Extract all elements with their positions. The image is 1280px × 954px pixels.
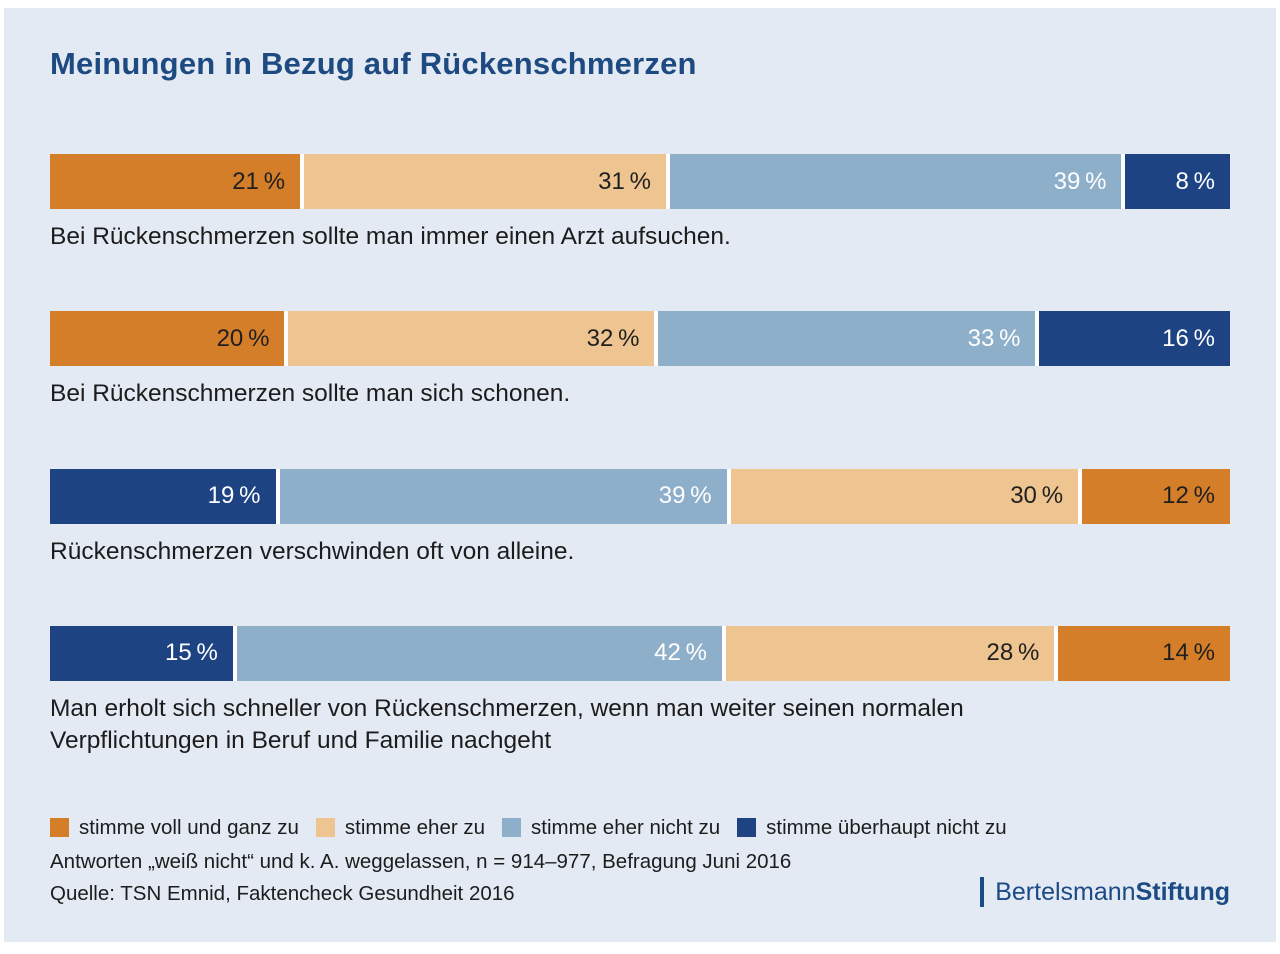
segment-value-label: 39 % (658, 482, 712, 510)
segment-value-label: 31 % (598, 167, 651, 195)
stacked-bar: 20 % 32 % 33 % 16 % (50, 311, 1230, 367)
bar-segment: 31 % (304, 154, 666, 209)
bar-statement: Bei Rückenschmerzen sollte man immer ein… (50, 223, 731, 250)
bar-segment: 39 % (669, 154, 1122, 209)
bar-statement: Man erholt sich schneller von Rückenschm… (50, 694, 964, 755)
bar-segment: 21 % (50, 154, 301, 209)
chart-row: 15 % 42 % 28 % 14 % Man erholt sich schnelle… (50, 625, 1230, 758)
bar-statement: Rückenschmerzen verschwinden oft von all… (50, 537, 575, 565)
bar-segment: 19 % (50, 468, 276, 524)
logo-text-bold: Stiftung (1135, 877, 1230, 906)
source-note: Quelle: TSN Emnid, Faktencheck Gesundhei… (50, 881, 515, 905)
footnote: Antworten „weiß nicht“ und k. A. weggela… (50, 849, 792, 873)
bar-segment: 33 % (658, 311, 1036, 367)
chart-row: 20 % 32 % 33 % 16 % Bei Rückenschmerzen soll… (50, 311, 1230, 410)
chart-row: 21 % 31 % 39 % 8 % Bei Rückenschmerzen sollt… (50, 154, 1230, 253)
legend-item: stimme überhaupt nicht zu (737, 815, 1007, 840)
legend-label: stimme eher nicht zu (531, 815, 721, 839)
legend-label: stimme überhaupt nicht zu (766, 815, 1007, 839)
bar-segment: 30 % (730, 468, 1079, 524)
legend-label: stimme voll und ganz zu (79, 815, 299, 839)
legend-swatch-icon (50, 818, 69, 838)
bar-segment: 32 % (288, 311, 655, 367)
footer-row: Quelle: TSN Emnid, Faktencheck Gesundhei… (50, 877, 1230, 909)
stacked-bar: 21 % 31 % 39 % 8 % (50, 154, 1230, 209)
bar-segment: 28 % (725, 625, 1055, 681)
legend-item: stimme voll und ganz zu (50, 816, 299, 840)
bertelsmann-stiftung-logo: Bertelsmann Stiftung (980, 877, 1230, 909)
page-title: Meinungen in Bezug auf Rückenschmerzen (50, 46, 697, 81)
segment-value-label: 32 % (586, 324, 640, 352)
legend-swatch-icon (315, 818, 335, 838)
legend-item: stimme eher zu (315, 815, 486, 840)
chart-rows: 21 % 31 % 39 % 8 % Bei Rückenschmerzen sollt… (50, 154, 1230, 758)
infographic-page: Meinungen in Bezug auf Rückenschmerzen 2… (4, 8, 1276, 942)
segment-value-label: 8 % (1175, 167, 1216, 195)
bar-segment: 15 % (50, 625, 233, 681)
legend-swatch-icon (737, 818, 757, 838)
legend-label: stimme eher zu (344, 815, 486, 839)
segment-value-label: 15 % (165, 639, 218, 667)
legend-swatch-icon (502, 818, 522, 838)
segment-value-label: 30 % (1010, 482, 1064, 510)
legend-item: stimme eher nicht zu (502, 816, 720, 840)
bar-segment: 8 % (1125, 154, 1230, 209)
bar-segment: 12 % (1082, 468, 1230, 524)
segment-value-label: 42 % (654, 639, 707, 667)
segment-value-label: 21 % (232, 167, 286, 195)
stacked-bar: 15 % 42 % 28 % 14 % (50, 625, 1230, 681)
segment-value-label: 19 % (207, 482, 261, 510)
bar-statement: Bei Rückenschmerzen sollte man sich scho… (50, 380, 571, 408)
bar-segment: 14 % (1058, 625, 1230, 681)
segment-value-label: 20 % (216, 324, 270, 352)
legend: stimme voll und ganz zu stimme eher zu sti… (50, 816, 1230, 840)
logo-text-light: Bertelsmann (995, 877, 1136, 906)
bar-segment: 16 % (1039, 311, 1230, 367)
logo-bar-icon (980, 877, 985, 908)
segment-value-label: 28 % (986, 639, 1040, 667)
bar-segment: 42 % (236, 625, 722, 681)
stacked-bar: 19 % 39 % 30 % 12 % (50, 468, 1230, 524)
segment-value-label: 14 % (1162, 639, 1215, 667)
segment-value-label: 16 % (1162, 324, 1215, 352)
segment-value-label: 12 % (1162, 482, 1215, 510)
bar-segment: 39 % (279, 468, 727, 524)
bar-segment: 20 % (50, 311, 285, 367)
segment-value-label: 39 % (1053, 167, 1107, 195)
chart-row: 19 % 39 % 30 % 12 % Rückenschmerzen verschwi… (50, 468, 1230, 568)
segment-value-label: 33 % (967, 324, 1021, 352)
